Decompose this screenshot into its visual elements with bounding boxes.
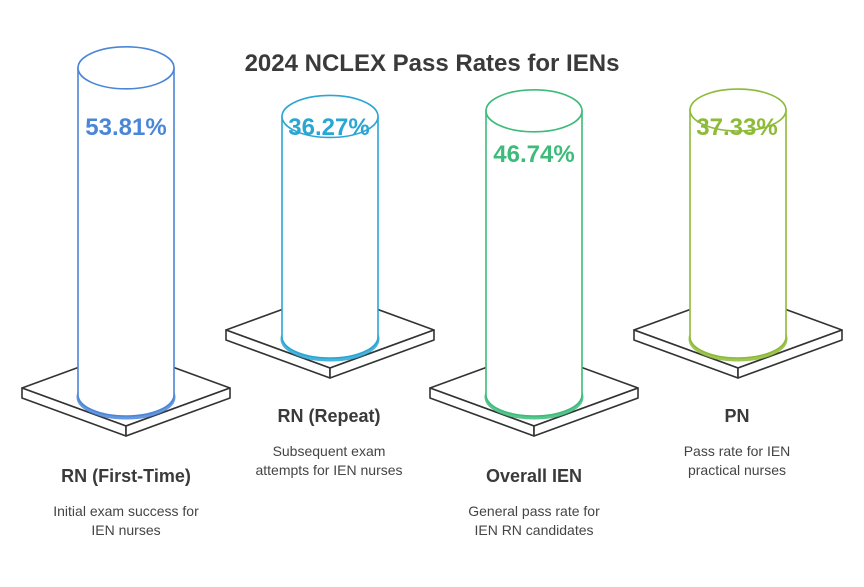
- description-pn: Pass rate for IEN practical nurses: [617, 442, 857, 480]
- cylinder-top-rn-first-time: [77, 46, 175, 90]
- cylinder-top-rn-repeat: [281, 94, 379, 139]
- value-label-overall-ien: 46.74%: [493, 141, 575, 168]
- description-line: Initial exam success for: [53, 503, 199, 519]
- platform-right-side-rn-repeat: [329, 329, 435, 379]
- cylinder-body-rn-first-time: [77, 67, 175, 417]
- description-line: practical nurses: [687, 462, 787, 478]
- cylinder-body-pn: [689, 109, 787, 359]
- platform-right-side-pn: [737, 329, 843, 379]
- category-label-rn-repeat: RN (Repeat): [277, 406, 381, 426]
- description-rn-first-time: Initial exam success for IEN nurses: [6, 502, 246, 540]
- description-line: attempts for IEN nurses: [255, 462, 403, 478]
- platform-right-side-rn-first-time: [125, 387, 231, 437]
- cylinder-top-overall-ien: [485, 89, 583, 133]
- value-label-pn: 37.33%: [696, 114, 778, 141]
- description-line: Pass rate for IEN: [683, 443, 791, 459]
- description-overall-ien: General pass rate for IEN RN candidates: [414, 502, 654, 540]
- description-line: General pass rate for: [468, 503, 600, 519]
- chart-title: 2024 NCLEX Pass Rates for IENs: [244, 50, 620, 77]
- description-line: Subsequent exam: [272, 443, 386, 459]
- value-label-rn-first-time: 53.81%: [85, 114, 167, 141]
- category-label-rn-first-time: RN (First-Time): [61, 466, 191, 486]
- value-label-rn-repeat: 36.27%: [288, 114, 370, 141]
- description-line: IEN nurses: [91, 522, 161, 538]
- platform-right-side-overall-ien: [533, 387, 639, 437]
- category-label-pn: PN: [724, 406, 750, 426]
- cylinder-body-overall-ien: [485, 110, 583, 417]
- cylinder-body-rn-repeat: [281, 115, 379, 359]
- category-label-overall-ien: Overall IEN: [485, 466, 583, 486]
- cylinder-top-pn: [689, 88, 787, 132]
- description-line: IEN RN candidates: [474, 522, 594, 538]
- description-rn-repeat: Subsequent exam attempts for IEN nurses: [209, 442, 449, 480]
